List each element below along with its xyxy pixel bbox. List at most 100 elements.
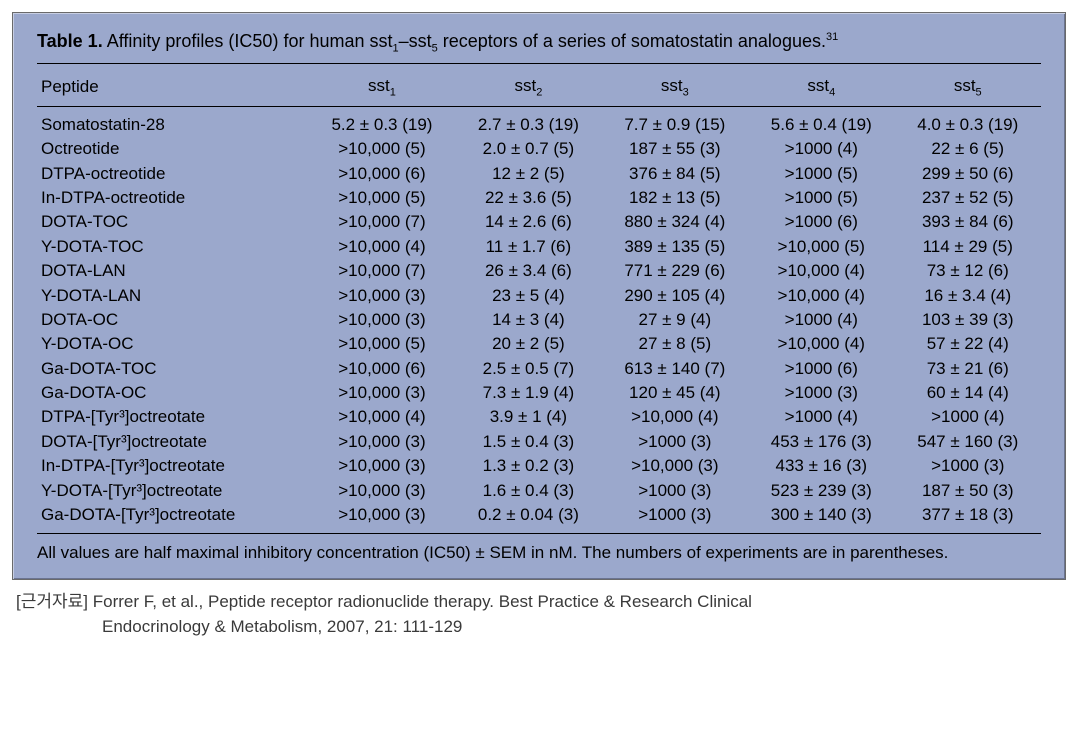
affinity-table-box: Table 1. Affinity profiles (IC50) for hu…	[12, 12, 1066, 580]
cell-value: 22 ± 3.6 (5)	[455, 186, 601, 210]
table-row: DOTA-[Tyr³]octreotate>10,000 (3)1.5 ± 0.…	[37, 430, 1041, 454]
col-sst2-label: sst	[514, 76, 536, 95]
cell-peptide: DTPA-octreotide	[37, 162, 309, 186]
cell-peptide: DOTA-OC	[37, 308, 309, 332]
cell-value: >10,000 (4)	[748, 332, 894, 356]
cell-value: >10,000 (5)	[309, 137, 455, 161]
cell-peptide: DOTA-TOC	[37, 210, 309, 234]
table-row: DOTA-TOC>10,000 (7)14 ± 2.6 (6)880 ± 324…	[37, 210, 1041, 234]
cell-value: 5.6 ± 0.4 (19)	[748, 106, 894, 137]
table-row: In-DTPA-[Tyr³]octreotate>10,000 (3)1.3 ±…	[37, 454, 1041, 478]
cell-value: >10,000 (5)	[309, 186, 455, 210]
cell-value: 453 ± 176 (3)	[748, 430, 894, 454]
cell-value: >10,000 (5)	[748, 235, 894, 259]
cell-peptide: In-DTPA-octreotide	[37, 186, 309, 210]
citation-line1: Forrer F, et al., Peptide receptor radio…	[93, 592, 752, 611]
cell-value: >10,000 (7)	[309, 259, 455, 283]
col-sst5-sub: 5	[976, 86, 982, 98]
cell-value: >10,000 (3)	[309, 430, 455, 454]
cell-value: >10,000 (3)	[309, 381, 455, 405]
cell-value: 1.5 ± 0.4 (3)	[455, 430, 601, 454]
cell-value: >10,000 (3)	[309, 478, 455, 502]
citation-label: [근거자료]	[16, 592, 88, 611]
cell-value: 433 ± 16 (3)	[748, 454, 894, 478]
cell-value: >10,000 (5)	[309, 332, 455, 356]
cell-peptide: Somatostatin-28	[37, 106, 309, 137]
cell-value: >10,000 (4)	[748, 259, 894, 283]
cell-peptide: DTPA-[Tyr³]octreotate	[37, 405, 309, 429]
cell-value: >1000 (6)	[748, 357, 894, 381]
cell-value: 27 ± 9 (4)	[602, 308, 748, 332]
cell-value: 182 ± 13 (5)	[602, 186, 748, 210]
table-row: Y-DOTA-[Tyr³]octreotate>10,000 (3)1.6 ± …	[37, 478, 1041, 502]
affinity-table: Peptide sst1 sst2 sst3 sst4 sst5 Somatos…	[37, 70, 1041, 534]
cell-value: >10,000 (6)	[309, 357, 455, 381]
cell-value: 771 ± 229 (6)	[602, 259, 748, 283]
cell-value: >10,000 (4)	[309, 405, 455, 429]
col-peptide: Peptide	[37, 70, 309, 107]
cell-value: 376 ± 84 (5)	[602, 162, 748, 186]
cell-value: 187 ± 50 (3)	[895, 478, 1042, 502]
cell-value: >1000 (6)	[748, 210, 894, 234]
col-sst1-label: sst	[368, 76, 390, 95]
citation: [근거자료] Forrer F, et al., Peptide recepto…	[12, 590, 1066, 639]
cell-value: 120 ± 45 (4)	[602, 381, 748, 405]
cell-value: 290 ± 105 (4)	[602, 283, 748, 307]
cell-value: 7.7 ± 0.9 (15)	[602, 106, 748, 137]
table-row: DTPA-[Tyr³]octreotate>10,000 (4)3.9 ± 1 …	[37, 405, 1041, 429]
cell-value: 14 ± 3 (4)	[455, 308, 601, 332]
cell-peptide: Y-DOTA-[Tyr³]octreotate	[37, 478, 309, 502]
cell-value: >1000 (3)	[602, 430, 748, 454]
cell-value: 523 ± 239 (3)	[748, 478, 894, 502]
cell-value: 22 ± 6 (5)	[895, 137, 1042, 161]
table-title: Table 1. Affinity profiles (IC50) for hu…	[37, 31, 1041, 64]
cell-value: >1000 (4)	[748, 137, 894, 161]
cell-value: 16 ± 3.4 (4)	[895, 283, 1042, 307]
table-row: Ga-DOTA-OC>10,000 (3)7.3 ± 1.9 (4)120 ± …	[37, 381, 1041, 405]
cell-value: 20 ± 2 (5)	[455, 332, 601, 356]
cell-value: 23 ± 5 (4)	[455, 283, 601, 307]
col-sst3-sub: 3	[683, 86, 689, 98]
col-peptide-label: Peptide	[41, 77, 99, 96]
cell-value: 5.2 ± 0.3 (19)	[309, 106, 455, 137]
col-sst2: sst2	[455, 70, 601, 107]
cell-peptide: Octreotide	[37, 137, 309, 161]
cell-peptide: Y-DOTA-TOC	[37, 235, 309, 259]
cell-value: 103 ± 39 (3)	[895, 308, 1042, 332]
cell-value: 60 ± 14 (4)	[895, 381, 1042, 405]
col-sst4-sub: 4	[829, 86, 835, 98]
cell-value: 1.6 ± 0.4 (3)	[455, 478, 601, 502]
cell-value: >10,000 (6)	[309, 162, 455, 186]
table-row: Octreotide>10,000 (5)2.0 ± 0.7 (5)187 ± …	[37, 137, 1041, 161]
cell-peptide: Ga-DOTA-[Tyr³]octreotate	[37, 503, 309, 534]
title-refnum: 31	[826, 31, 838, 43]
cell-value: >1000 (3)	[602, 503, 748, 534]
cell-peptide: Y-DOTA-OC	[37, 332, 309, 356]
table-row: Y-DOTA-OC>10,000 (5)20 ± 2 (5)27 ± 8 (5)…	[37, 332, 1041, 356]
table-row: DTPA-octreotide>10,000 (6)12 ± 2 (5)376 …	[37, 162, 1041, 186]
cell-value: >1000 (4)	[895, 405, 1042, 429]
title-end: receptors of a series of somatostatin an…	[438, 31, 826, 51]
cell-value: 73 ± 21 (6)	[895, 357, 1042, 381]
cell-value: 393 ± 84 (6)	[895, 210, 1042, 234]
cell-value: >10,000 (3)	[602, 454, 748, 478]
cell-peptide: Y-DOTA-LAN	[37, 283, 309, 307]
cell-value: 2.5 ± 0.5 (7)	[455, 357, 601, 381]
cell-value: 73 ± 12 (6)	[895, 259, 1042, 283]
cell-value: >1000 (3)	[895, 454, 1042, 478]
cell-value: 237 ± 52 (5)	[895, 186, 1042, 210]
table-row: DOTA-LAN>10,000 (7)26 ± 3.4 (6)771 ± 229…	[37, 259, 1041, 283]
cell-peptide: Ga-DOTA-TOC	[37, 357, 309, 381]
cell-value: 26 ± 3.4 (6)	[455, 259, 601, 283]
cell-value: 547 ± 160 (3)	[895, 430, 1042, 454]
table-row: Somatostatin-285.2 ± 0.3 (19)2.7 ± 0.3 (…	[37, 106, 1041, 137]
header-row: Peptide sst1 sst2 sst3 sst4 sst5	[37, 70, 1041, 107]
table-row: Ga-DOTA-TOC>10,000 (6)2.5 ± 0.5 (7)613 ±…	[37, 357, 1041, 381]
cell-value: 27 ± 8 (5)	[602, 332, 748, 356]
cell-value: >1000 (5)	[748, 186, 894, 210]
table-row: Y-DOTA-LAN>10,000 (3)23 ± 5 (4)290 ± 105…	[37, 283, 1041, 307]
cell-value: >10,000 (3)	[309, 283, 455, 307]
col-sst1: sst1	[309, 70, 455, 107]
cell-value: 3.9 ± 1 (4)	[455, 405, 601, 429]
cell-value: 377 ± 18 (3)	[895, 503, 1042, 534]
